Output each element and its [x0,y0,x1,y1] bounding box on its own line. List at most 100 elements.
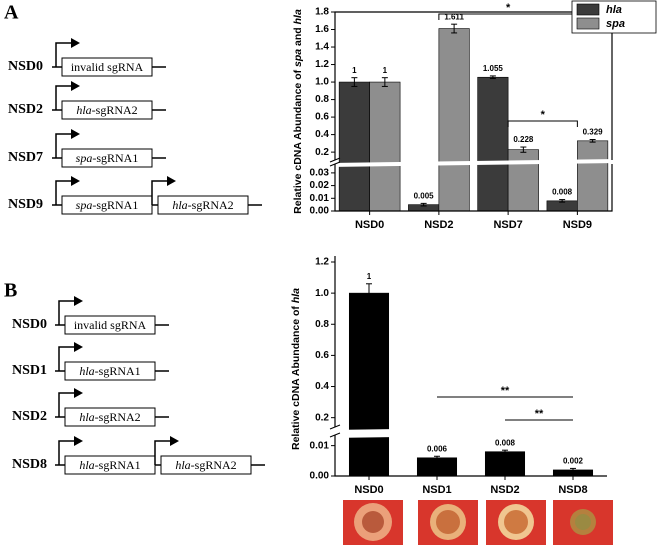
sgrna-box [64,315,156,335]
y-tick-label: 1.2 [315,59,329,70]
text-part: hla [79,364,94,378]
error-bar [381,77,388,87]
x-tick-label: NSD2 [490,484,519,496]
y-tick-label: 0.03 [310,168,330,179]
text-part: hla [79,410,94,424]
y-tick-label: 1.6 [315,24,329,35]
colony-center [575,514,591,530]
x-tick-label: NSD0 [355,219,384,231]
text-part: hla [79,458,94,472]
construct-name: NSD9 [8,197,43,212]
sgrna-box [61,57,153,77]
colony [504,510,528,534]
bar [416,457,458,477]
promoter-arrow [154,440,173,465]
construct-name: NSD2 [12,409,47,424]
sgrna-label: hla-sgRNA2 [175,458,236,472]
sgrna-label: invalid sgRNA [74,318,147,332]
text-part: invalid sgRNA [71,60,144,74]
text-part: -sgRNA2 [191,458,237,472]
colony [362,511,384,533]
bar [369,81,401,212]
x-tick-label: NSD8 [558,484,587,496]
text-part: -sgRNA1 [95,364,141,378]
y-tick-label: 1.2 [315,257,329,268]
arrow-head [170,436,179,446]
value-label: 1.055 [483,64,504,73]
text-part: -sgRNA1 [92,151,138,165]
arrow-head [74,436,83,446]
y-axis-label: Relative cDNA Abundance of hla [290,288,302,450]
bar [577,140,609,212]
error-bar [570,467,576,472]
legend-label: spa [606,18,625,30]
value-label: 0.008 [495,438,516,447]
frame [334,11,613,212]
promoter-arrow [58,300,77,325]
colony [436,510,460,534]
value-label: 0.005 [414,191,435,200]
y-tick-label: 1.0 [315,77,329,88]
break-mark [329,424,341,438]
text-part: spa [292,49,304,67]
sgrna-box [160,455,252,475]
value-label: 1 [367,272,372,281]
arrow-head [71,176,80,186]
error-bar [489,75,496,80]
value-label: 0.008 [552,188,573,197]
error-bar [434,455,440,460]
legend-label: hla [606,4,622,16]
arrow-head [74,296,83,306]
arrow-head [71,129,80,139]
y-tick-label: 0.01 [310,193,330,204]
value-label: 0.006 [427,444,448,453]
y-tick-label: 0.00 [310,471,330,482]
value-label: 1 [352,66,357,75]
sgrna-label: hla-sgRNA2 [76,103,137,117]
significance-label: ** [501,385,510,397]
text-part: -sgRNA1 [92,198,138,212]
arrow-head [167,176,176,186]
text-part: Relative cDNA Abundance of [290,303,302,450]
text-part: Relative cDNA Abundance of [292,67,304,214]
legend: hla spa [571,0,657,34]
error-bar [366,283,372,303]
text-part: hla [292,9,304,24]
text-part: -sgRNA2 [95,410,141,424]
sgrna-label: spa-sgRNA1 [76,151,139,165]
error-bar [420,202,427,207]
promoter-arrow [151,180,170,205]
x-tick-label: NSD0 [354,484,383,496]
axis-break [329,159,618,167]
error-bar [451,23,458,34]
value-label: 0.329 [583,128,604,137]
significance-label: * [506,2,511,14]
promoter-arrow [55,133,74,158]
text-part: hla [172,198,187,212]
value-label: 0.002 [563,457,584,466]
arrow-head [74,342,83,352]
axis-break [329,426,613,438]
construct-name: NSD8 [12,457,47,472]
construct-name: NSD0 [8,59,43,74]
construct-name: NSD2 [8,102,43,117]
plate-images [343,500,613,545]
legend-swatch [576,17,600,30]
sgrna-box [61,148,153,168]
significance-label: ** [535,408,544,420]
error-bar [351,77,358,87]
construct-name: NSD0 [12,317,47,332]
break-mark [329,157,341,167]
sgrna-label: hla-sgRNA2 [172,198,233,212]
x-tick-label: NSD9 [563,219,592,231]
sgrna-label: hla-sgRNA2 [79,410,140,424]
value-label: 1.611 [444,12,464,21]
y-tick-label: 1.8 [315,7,329,18]
y-axis-label: Relative cDNA Abundance of spa and hla [292,9,304,214]
x-tick-label: NSD7 [493,219,522,231]
panel-label: B [4,280,17,302]
bar [477,76,509,212]
error-bar [559,199,566,203]
text-part: -sgRNA2 [188,198,234,212]
text-part: and [292,24,304,49]
